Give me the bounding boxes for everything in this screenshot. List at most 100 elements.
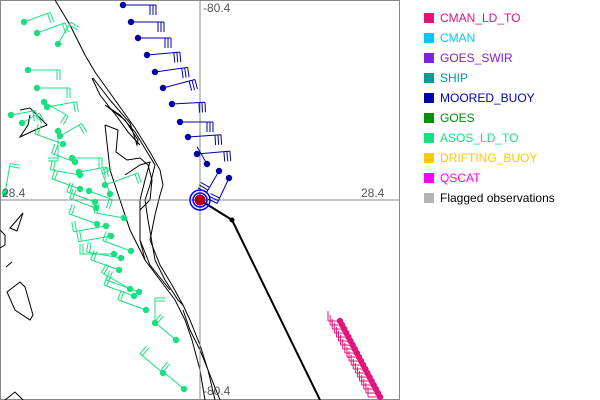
- asos-station: [24, 66, 61, 80]
- island-shape: [0, 229, 6, 249]
- coastline: [0, 0, 221, 400]
- coastline-outer: [54, 0, 216, 400]
- station-dot[interactable]: [184, 133, 192, 141]
- moored-buoy-station: [193, 150, 232, 162]
- station-dot[interactable]: [1, 189, 9, 197]
- asos-station: [20, 11, 55, 26]
- wind-barb: [69, 188, 97, 209]
- station-dot[interactable]: [115, 266, 123, 274]
- legend-swatch: [424, 33, 434, 43]
- station-dot[interactable]: [76, 185, 84, 193]
- asos-station: [68, 204, 101, 228]
- asos-station: [103, 275, 138, 300]
- station-dot[interactable]: [24, 66, 32, 74]
- station-dot[interactable]: [43, 103, 51, 111]
- wind-barb: [90, 250, 120, 271]
- asos-station: [100, 166, 114, 198]
- station-dot[interactable]: [20, 18, 28, 26]
- station-dot[interactable]: [33, 29, 41, 37]
- station-dot[interactable]: [168, 100, 176, 108]
- wind-barb: [104, 172, 142, 186]
- island-shape: [18, 107, 48, 139]
- station-dot[interactable]: [56, 132, 64, 140]
- station-dot[interactable]: [102, 222, 110, 230]
- moored-buoy-station: [119, 1, 157, 15]
- station-dot[interactable]: [142, 306, 150, 314]
- station-dot[interactable]: [203, 160, 211, 168]
- axis-label-bottom: -80.4: [203, 384, 231, 398]
- legend-item[interactable]: ASOS_LD_TO: [424, 128, 555, 148]
- island-shape: [9, 212, 24, 232]
- legend-label: DRIFTING_BUOY: [440, 151, 538, 165]
- station-dot[interactable]: [107, 232, 115, 240]
- station-dot[interactable]: [376, 393, 384, 400]
- wind-barb: [34, 124, 64, 145]
- axis-label-top: -80.4: [203, 1, 231, 15]
- station-dot[interactable]: [225, 174, 233, 182]
- legend-item[interactable]: DRIFTING_BUOY: [424, 148, 555, 168]
- wind-barb: [207, 177, 230, 204]
- legend-item[interactable]: Flagged observations: [424, 188, 555, 208]
- station-dot[interactable]: [40, 98, 48, 106]
- station-dot[interactable]: [134, 34, 142, 42]
- legend-label: QSCAT: [440, 171, 481, 185]
- station-dot[interactable]: [110, 250, 118, 258]
- legend-item[interactable]: SHIP: [424, 68, 555, 88]
- wind-barb: [49, 159, 81, 176]
- station-dot[interactable]: [151, 68, 159, 76]
- legend-item[interactable]: MOORED_BUOY: [424, 88, 555, 108]
- station-dot[interactable]: [120, 214, 128, 222]
- island-shape: [5, 261, 13, 268]
- legend-item[interactable]: QSCAT: [424, 168, 555, 188]
- station-dot[interactable]: [176, 118, 184, 126]
- asos-station: [18, 112, 45, 127]
- station-dot[interactable]: [18, 119, 26, 127]
- station-dot[interactable]: [193, 150, 201, 158]
- station-dot[interactable]: [117, 254, 125, 262]
- cman-station: [367, 387, 384, 400]
- wind-barb: [86, 241, 122, 259]
- station-dot[interactable]: [59, 140, 67, 148]
- station-dot[interactable]: [7, 111, 15, 119]
- station-dot[interactable]: [76, 171, 84, 179]
- legend-item[interactable]: CMAN: [424, 28, 555, 48]
- station-dot[interactable]: [159, 84, 167, 92]
- moored-buoy-station: [168, 100, 206, 113]
- asos-station: [102, 231, 135, 255]
- station-dot[interactable]: [130, 292, 138, 300]
- station-dot[interactable]: [215, 167, 223, 175]
- station-dot[interactable]: [54, 127, 62, 135]
- station-dot[interactable]: [71, 158, 79, 166]
- asos-station: [33, 84, 71, 98]
- legend-item[interactable]: GOES_SWIR: [424, 48, 555, 68]
- station-dot[interactable]: [135, 288, 143, 296]
- station-dot[interactable]: [119, 1, 127, 9]
- track-point: [229, 217, 235, 223]
- station-dot[interactable]: [143, 51, 151, 59]
- station-dot[interactable]: [54, 40, 62, 48]
- station-dot[interactable]: [127, 18, 135, 26]
- station-dot[interactable]: [85, 187, 93, 195]
- station-dot[interactable]: [33, 84, 41, 92]
- station-dot[interactable]: [93, 220, 101, 228]
- station-dot[interactable]: [91, 198, 99, 206]
- asos-station: [54, 21, 80, 48]
- wind-barb: [100, 166, 113, 195]
- station-dot[interactable]: [127, 247, 135, 255]
- station-dot[interactable]: [180, 385, 188, 393]
- wind-barb: [88, 190, 113, 210]
- station-dot[interactable]: [172, 336, 180, 344]
- observation-map[interactable]: [0, 0, 400, 400]
- legend-item[interactable]: GOES: [424, 108, 555, 128]
- asos-station: [1, 162, 21, 197]
- legend-item[interactable]: CMAN_LD_TO: [424, 8, 555, 28]
- legend-swatch: [424, 53, 434, 63]
- channel: [91, 77, 141, 146]
- asos-observations: [1, 11, 188, 393]
- storm-center-ring-inner: [192, 192, 208, 208]
- wind-barb: [46, 101, 79, 113]
- station-dot[interactable]: [106, 190, 114, 198]
- moored-buoy-station: [176, 118, 214, 132]
- station-dot[interactable]: [159, 369, 167, 377]
- asos-station: [154, 314, 180, 344]
